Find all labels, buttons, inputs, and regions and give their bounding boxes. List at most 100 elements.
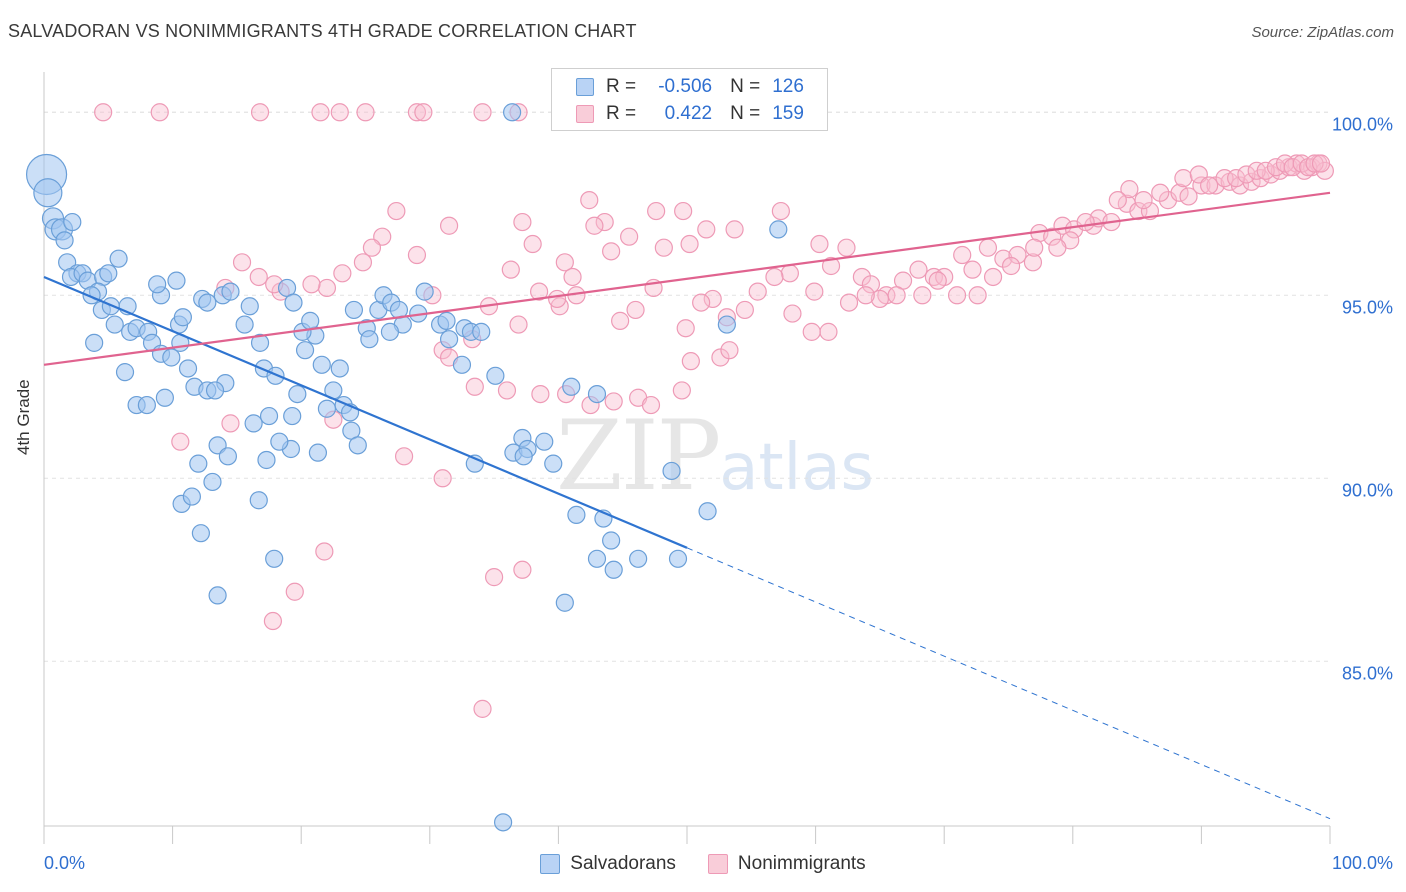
salvadorans-point — [208, 586, 227, 605]
salvadorans-point — [182, 487, 201, 506]
salvadorans-point — [63, 212, 82, 232]
nonimmigrants-point — [550, 297, 569, 316]
nonimmigrants-point — [697, 220, 716, 239]
salvadorans-point — [99, 264, 118, 283]
salvadorans-point — [602, 531, 621, 550]
salvadorans-point — [249, 491, 268, 510]
legend-n-value: 126 — [772, 76, 804, 97]
nonimmigrants-point — [968, 286, 987, 305]
nonimmigrants-point — [620, 227, 639, 246]
salvadorans-point — [55, 231, 74, 250]
nonimmigrants-point — [821, 256, 841, 276]
legend-swatch-pink — [707, 854, 728, 874]
nonimmigrants-point — [414, 103, 433, 122]
nonimmigrants-point — [407, 103, 427, 122]
nonimmigrants-point — [674, 201, 693, 221]
nonimmigrants-point — [611, 311, 630, 330]
salvadorans-point — [312, 355, 331, 374]
nonimmigrants-point — [1311, 154, 1331, 173]
nonimmigrants-point — [692, 293, 711, 312]
nonimmigrants-point — [1256, 161, 1275, 180]
nonimmigrants-point — [523, 234, 542, 254]
nonimmigrants-point — [473, 103, 492, 122]
salvadorans-point — [587, 549, 607, 568]
nonimmigrants-point — [947, 286, 967, 305]
nonimmigrants-point — [909, 260, 928, 279]
salvadorans-point — [295, 341, 315, 360]
nonimmigrants-point — [1227, 169, 1246, 188]
salvadorans-point — [587, 384, 607, 404]
salvadorans-point — [244, 414, 263, 433]
nonimmigrants-point — [1170, 183, 1189, 202]
nonimmigrants-point — [720, 341, 739, 360]
nonimmigrants-point — [317, 278, 337, 298]
nonimmigrants-point — [1174, 169, 1193, 188]
nonimmigrants-point — [394, 447, 414, 466]
nonimmigrants-point — [387, 201, 406, 221]
nonimmigrants-trendline — [43, 191, 1331, 366]
y-tick-label: 90.0% — [1342, 480, 1393, 500]
nonimmigrants-point — [805, 282, 824, 301]
nonimmigrants-point — [819, 322, 838, 341]
nonimmigrants-point — [1237, 165, 1256, 184]
legend-r-label: R = — [606, 76, 637, 97]
nonimmigrants-point — [641, 395, 661, 415]
nonimmigrants-point — [978, 238, 998, 257]
nonimmigrants-point — [1008, 245, 1027, 265]
nonimmigrants-point — [473, 699, 492, 718]
nonimmigrants-point — [1025, 238, 1044, 257]
salvadorans-point — [265, 549, 284, 568]
nonimmigrants-point — [171, 432, 190, 451]
salvadorans-point — [205, 381, 225, 400]
salvadorans-point — [360, 330, 379, 349]
salvadorans-point — [555, 593, 574, 612]
series-legend: Salvadorans Nonimmigrants — [0, 851, 1406, 877]
nonimmigrants-point — [353, 253, 373, 272]
salvadorans-point — [259, 406, 279, 426]
salvadorans-point — [162, 348, 181, 367]
salvadorans-point — [452, 355, 472, 374]
salvadorans-point — [137, 395, 156, 415]
legend-swatch-blue — [540, 854, 561, 874]
nonimmigrants-point — [748, 282, 767, 301]
salvadorans-point — [115, 363, 135, 382]
nonimmigrants-point — [531, 384, 550, 404]
nonimmigrants-point — [407, 245, 427, 265]
nonimmigrants-point — [771, 201, 790, 221]
salvadorans-point — [257, 450, 276, 470]
salvadorans-point — [330, 359, 349, 378]
nonimmigrants-point — [672, 381, 691, 400]
salvadorans-point — [191, 524, 210, 543]
nonimmigrants-point — [232, 253, 252, 272]
salvadorans-point — [317, 399, 337, 418]
nonimmigrants-point — [150, 103, 169, 122]
nonimmigrants-point — [250, 103, 270, 122]
legend-row-salvadorans: R = -0.506 N = 126 — [576, 76, 804, 98]
nonimmigrants-point — [513, 560, 532, 579]
nonimmigrants-point — [837, 238, 856, 257]
salvadorans-point — [288, 384, 307, 404]
legend-label-nonimmigrants: Nonimmigrants — [737, 853, 866, 874]
nonimmigrants-point — [563, 267, 582, 287]
nonimmigrants-point — [994, 249, 1013, 268]
nonimmigrants-point — [1023, 253, 1043, 272]
salvadorans-point — [85, 333, 104, 352]
nonimmigrants-point — [861, 275, 880, 294]
nonimmigrants-point — [221, 414, 240, 433]
nonimmigrants-point — [501, 260, 520, 279]
y-tick-label: 85.0% — [1342, 663, 1393, 683]
nonimmigrants-point — [362, 238, 382, 257]
nonimmigrants-point — [580, 191, 599, 210]
nonimmigrants-point — [953, 245, 972, 265]
nonimmigrants-point — [433, 469, 452, 488]
salvadorans-point — [535, 432, 554, 451]
nonimmigrants-point — [1048, 238, 1067, 257]
salvadorans-point — [173, 308, 192, 327]
salvadorans-point — [284, 293, 303, 312]
nonimmigrants-point — [887, 286, 906, 305]
salvadorans-point — [235, 315, 254, 334]
salvadorans-point — [717, 315, 736, 334]
nonimmigrants-point — [725, 220, 744, 239]
legend-r-value: 0.422 — [664, 103, 713, 124]
